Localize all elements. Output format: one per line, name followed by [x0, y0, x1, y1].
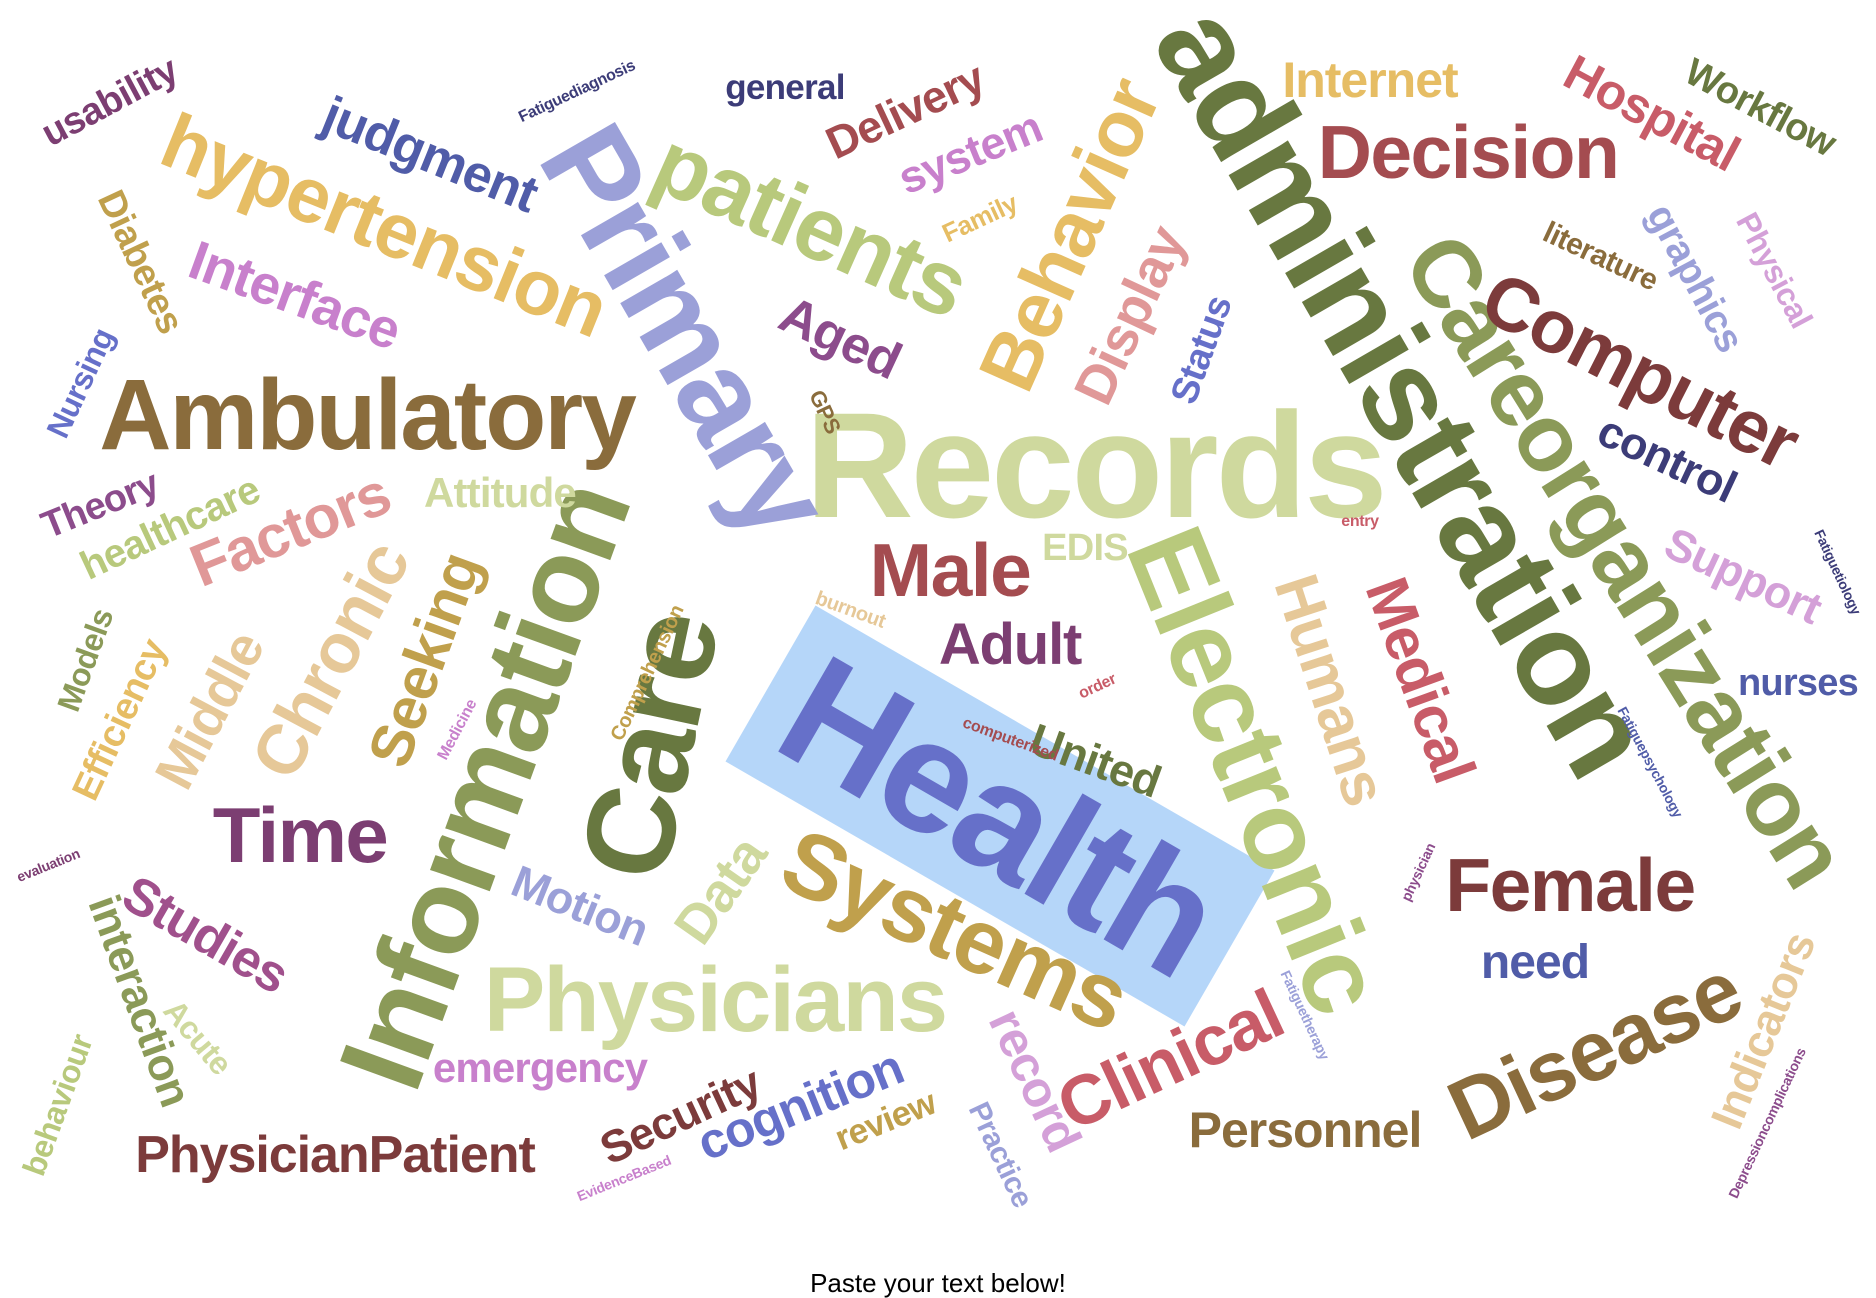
word-time[interactable]: Time	[212, 791, 389, 879]
word-evaluation[interactable]: evaluation	[14, 845, 82, 885]
word-order[interactable]: order	[1076, 670, 1120, 703]
word-physician[interactable]: physician	[1397, 840, 1439, 904]
word-records[interactable]: Records	[805, 381, 1387, 549]
word-attitude[interactable]: Attitude	[424, 469, 577, 516]
word-ambulatory[interactable]: Ambulatory	[99, 359, 637, 471]
word-male[interactable]: Male	[869, 527, 1032, 612]
word-internet[interactable]: Internet	[1282, 52, 1458, 108]
word-physical[interactable]: Physical	[1728, 206, 1820, 334]
word-cloud[interactable]: Health Records administration Primary In…	[0, 0, 1876, 1250]
word-general[interactable]: general	[725, 67, 845, 107]
word-physicians[interactable]: Physicians	[483, 949, 948, 1051]
word-personnel[interactable]: Personnel	[1188, 1102, 1423, 1158]
word-usability[interactable]: usability	[35, 48, 185, 156]
word-female[interactable]: Female	[1445, 842, 1696, 927]
word-family[interactable]: Family	[937, 187, 1023, 249]
word-nurses[interactable]: nurses	[1737, 662, 1859, 704]
word-decision[interactable]: Decision	[1317, 109, 1620, 194]
word-need[interactable]: need	[1480, 936, 1590, 989]
word-edis[interactable]: EDIS	[1042, 527, 1128, 569]
paste-text-prompt: Paste your text below!	[810, 1268, 1066, 1298]
word-adult[interactable]: Adult	[938, 612, 1083, 677]
word-emergency[interactable]: emergency	[432, 1044, 648, 1091]
word-behaviour[interactable]: behaviour	[15, 1029, 101, 1181]
word-diabetes[interactable]: Diabetes	[88, 184, 192, 340]
word-entry[interactable]: entry	[1341, 513, 1379, 530]
word-physicianpatient[interactable]: PhysicianPatient	[135, 1126, 536, 1184]
